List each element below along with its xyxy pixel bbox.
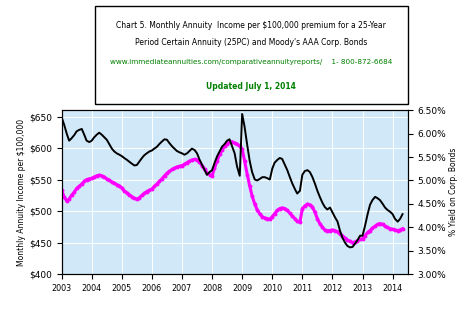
Y-axis label: % Yield on Corp. Bonds: % Yield on Corp. Bonds <box>449 148 458 236</box>
Text: Period Certain Annuity (25PC) and Moody's AAA Corp. Bonds: Period Certain Annuity (25PC) and Moody'… <box>135 37 367 47</box>
Text: Chart 5. Monthly Annuity  Income per $100,000 premium for a 25-Year: Chart 5. Monthly Annuity Income per $100… <box>116 21 386 30</box>
Text: www.immediateannuities.com/comparativeannuityreports/    1- 800-872-6684: www.immediateannuities.com/comparativean… <box>110 59 392 65</box>
FancyBboxPatch shape <box>95 6 408 104</box>
Legend: 25 Yr. PC ($/mo.), Corp. Bond %: 25 Yr. PC ($/mo.), Corp. Bond % <box>134 78 336 94</box>
Y-axis label: Monthly Annuity Income per $100,000: Monthly Annuity Income per $100,000 <box>17 118 26 266</box>
Text: Updated July 1, 2014: Updated July 1, 2014 <box>206 83 296 91</box>
